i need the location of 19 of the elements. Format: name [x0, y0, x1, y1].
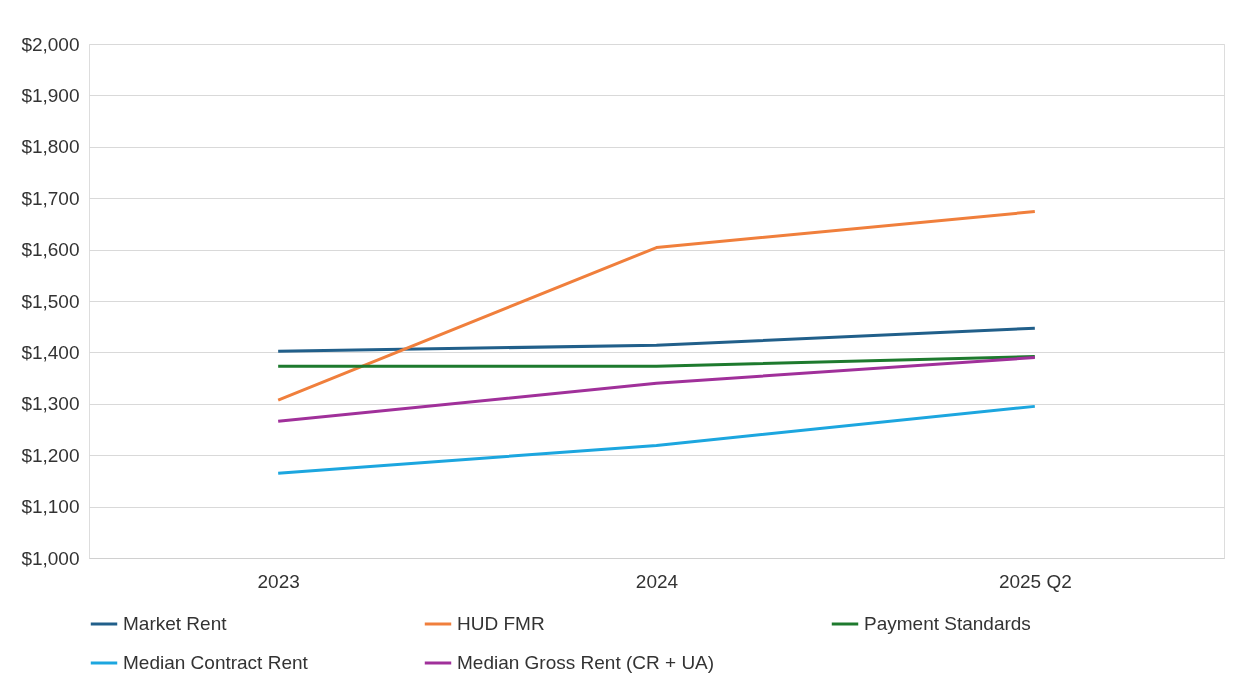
y-tick-label: $1,300 — [21, 393, 80, 415]
y-tick-label: $1,800 — [21, 136, 80, 158]
legend-label: HUD FMR — [457, 613, 545, 634]
legend-label: Median Gross Rent (CR + UA) — [457, 652, 715, 673]
y-tick-label: $1,900 — [21, 84, 80, 106]
y-tick-label: $1,500 — [21, 290, 80, 312]
x-tick-label: 2025 Q2 — [998, 570, 1072, 592]
legend-label: Market Rent — [123, 613, 228, 634]
x-tick-label: 2023 — [257, 570, 300, 592]
x-tick-label: 2024 — [635, 570, 679, 592]
y-tick-label: $1,700 — [21, 187, 80, 209]
y-tick-label: $2,000 — [21, 33, 80, 55]
y-tick-label: $1,200 — [21, 444, 80, 466]
legend-label: Median Contract Rent — [123, 652, 309, 673]
y-tick-label: $1,600 — [21, 239, 80, 261]
legend-label: Payment Standards — [864, 613, 1031, 634]
y-tick-label: $1,100 — [21, 496, 80, 518]
y-tick-label: $1,400 — [21, 341, 80, 363]
y-tick-label: $1,000 — [21, 547, 80, 569]
